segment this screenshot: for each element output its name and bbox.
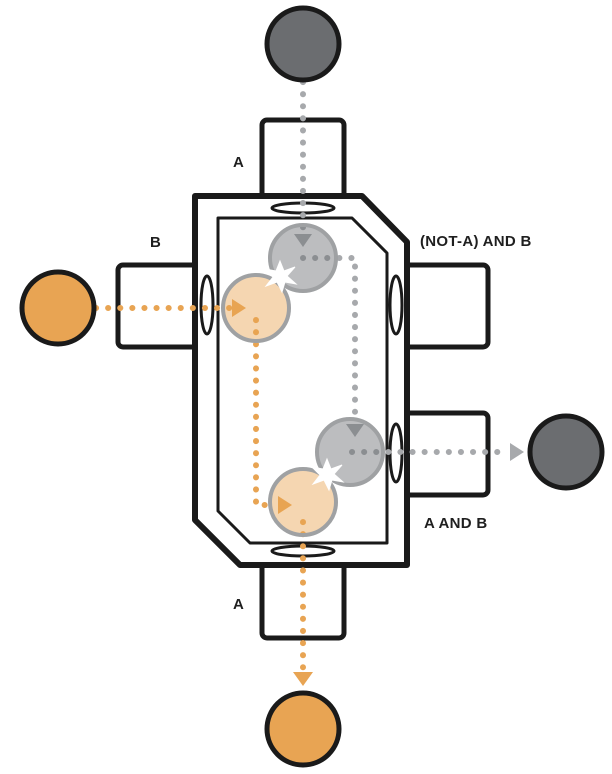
orange-ball-lower-inside [268,467,338,537]
gray-arrow-right-icon [510,443,524,461]
label-input-b: B [150,234,161,251]
orange-path [93,305,306,673]
collision-lower-icon [310,457,345,492]
orange-arrow-right-icon [232,299,246,317]
label-output-a-and-b: A AND B [424,515,487,532]
orange-arrow-down-icon [293,672,313,686]
chamber-balls [221,223,385,537]
gray-arrow-down-icon [294,234,312,247]
gray-ball-top-icon [264,5,342,83]
gray-path [300,79,511,455]
collision-upper-icon [263,259,298,294]
orange-arrow-right-icon [278,496,292,514]
gray-ball-right-icon [527,413,605,491]
port-openings [199,201,404,558]
label-input-a: A [233,154,244,171]
label-output-not-a-and-b: (NOT-A) AND B [420,233,532,250]
gray-arrow-down-icon [346,424,364,437]
port-right-upper [388,274,404,336]
orange-ball-bottom-icon [264,690,342,768]
port-left [199,274,215,336]
gray-arrowheads [294,234,524,461]
orange-arrowheads [232,299,313,686]
orange-ball-left-icon [19,269,97,347]
label-output-a: A [233,596,244,613]
orange-ball-upper-inside [221,273,291,343]
